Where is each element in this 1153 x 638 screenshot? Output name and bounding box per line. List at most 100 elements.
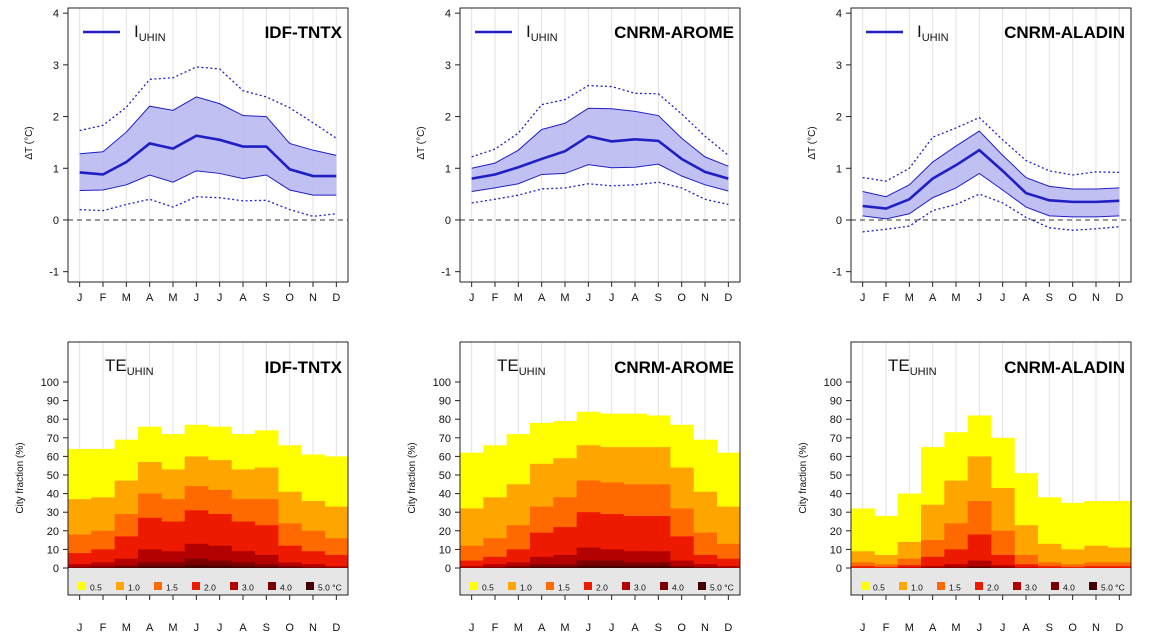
bar-segment	[530, 567, 554, 568]
bar-segment	[324, 554, 349, 568]
bar-segment	[716, 566, 741, 568]
y-tick-label: 50	[47, 470, 59, 482]
x-tick-label: M	[560, 292, 569, 304]
x-tick-label: J	[977, 622, 983, 634]
x-tick-label: M	[168, 292, 177, 304]
y-tick-label: 40	[47, 489, 59, 501]
bar-segment	[921, 556, 945, 568]
bar-segment	[1037, 566, 1062, 568]
x-tick-label: F	[492, 292, 499, 304]
legend-entry: 1.5	[558, 583, 570, 593]
legend-swatch	[470, 582, 478, 590]
bar-segment	[646, 566, 671, 568]
legend-swatch	[268, 582, 276, 590]
bar-segment	[576, 565, 601, 568]
bar-segment	[208, 560, 232, 568]
legend-entry: 3.0	[1025, 583, 1037, 593]
x-tick-label: F	[100, 622, 107, 634]
bar-segment	[716, 558, 741, 568]
dotted-upper-line	[471, 84, 729, 158]
bar-segment	[670, 567, 694, 568]
bar-segment	[1037, 562, 1062, 568]
legend-strip	[460, 568, 740, 595]
legend-swatch	[899, 582, 907, 590]
x-tick-label: S	[1046, 292, 1053, 304]
bar-segment	[991, 567, 1015, 568]
x-tick-label: F	[883, 292, 890, 304]
bar-segment	[1107, 562, 1132, 568]
y-tick-label: 60	[439, 451, 451, 463]
y-tick-label: 20	[47, 526, 59, 538]
x-tick-label: O	[677, 292, 686, 304]
bar-segment	[646, 562, 671, 568]
x-tick-label: A	[538, 292, 546, 304]
bar-segment	[967, 534, 992, 568]
x-tick-label: J	[860, 622, 866, 634]
y-tick-label: 50	[439, 470, 451, 482]
x-tick-label: N	[309, 292, 317, 304]
bar-segment	[623, 566, 648, 568]
y-axis-label: ΔT (°C)	[416, 126, 427, 159]
bar-segment	[670, 560, 694, 568]
x-tick-label: J	[194, 292, 200, 304]
legend-label: TEUHIN	[105, 356, 154, 378]
uncertainty-band	[471, 108, 729, 192]
bar-segment	[1014, 567, 1039, 568]
legend-label: TEUHIN	[497, 356, 546, 378]
y-tick-label: 70	[47, 433, 59, 445]
y-tick-label: -1	[832, 267, 842, 279]
y-tick-label: 0	[445, 563, 451, 575]
bar-panel-3: 0.5 1.0 1.5 2.0 3.0 4.0 5.0 °C 0 10 20 30 40 50 60 70 8…	[798, 341, 1132, 634]
x-tick-label: J	[217, 622, 223, 634]
bar-segment	[506, 566, 531, 568]
band-lower-line	[79, 170, 337, 196]
legend-swatch	[937, 582, 945, 590]
bar-segment	[68, 564, 92, 568]
bar-segment	[944, 549, 969, 568]
y-tick-label: 0	[836, 563, 842, 575]
legend-label: TEUHIN	[888, 356, 937, 378]
bar-segment	[1037, 543, 1062, 568]
band-lower-line	[862, 172, 1120, 220]
plot-frame	[67, 341, 349, 596]
bar-segment	[138, 566, 162, 568]
bar-segment	[254, 567, 279, 568]
bar-segment	[324, 566, 349, 568]
legend-entry: 4.0	[672, 583, 684, 593]
legend-swatch	[622, 582, 630, 590]
legend-label: IUHIN	[526, 22, 558, 44]
x-tick-label: J	[586, 622, 592, 634]
bar-segment	[670, 536, 694, 568]
y-tick-label: 4	[836, 8, 842, 20]
legend-swatch	[78, 582, 86, 590]
y-tick-label: 1	[53, 163, 59, 175]
y-tick-label: 50	[830, 470, 842, 482]
panel-title: IDF-TNTX	[265, 358, 343, 377]
y-tick-label: 70	[439, 433, 451, 445]
bar-segment	[278, 562, 302, 568]
y-tick-label: 3	[836, 60, 842, 72]
bar-segment	[851, 562, 875, 568]
x-tick-label: S	[655, 292, 662, 304]
y-tick-label: -1	[49, 267, 59, 279]
legend-entry: 3.0	[242, 583, 254, 593]
x-tick-label: J	[1000, 292, 1006, 304]
y-tick-label: 80	[47, 414, 59, 426]
bar-segment	[693, 564, 718, 568]
x-tick-label: D	[1115, 292, 1123, 304]
bar-segment	[553, 566, 578, 568]
bar-segment	[576, 560, 601, 568]
x-tick-label: F	[100, 292, 107, 304]
median-line	[79, 134, 337, 178]
x-tick-label: D	[332, 622, 340, 634]
bar-segment	[530, 556, 554, 568]
y-tick-label: 10	[830, 544, 842, 556]
legend-strip	[68, 568, 348, 595]
legend-label: IUHIN	[917, 22, 949, 44]
legend-swatch	[154, 582, 162, 590]
y-tick-label: 100	[433, 377, 451, 389]
x-tick-label: S	[655, 622, 662, 634]
x-tick-label: J	[609, 622, 615, 634]
bar-segment	[1061, 549, 1085, 568]
bar-segment	[897, 558, 922, 568]
